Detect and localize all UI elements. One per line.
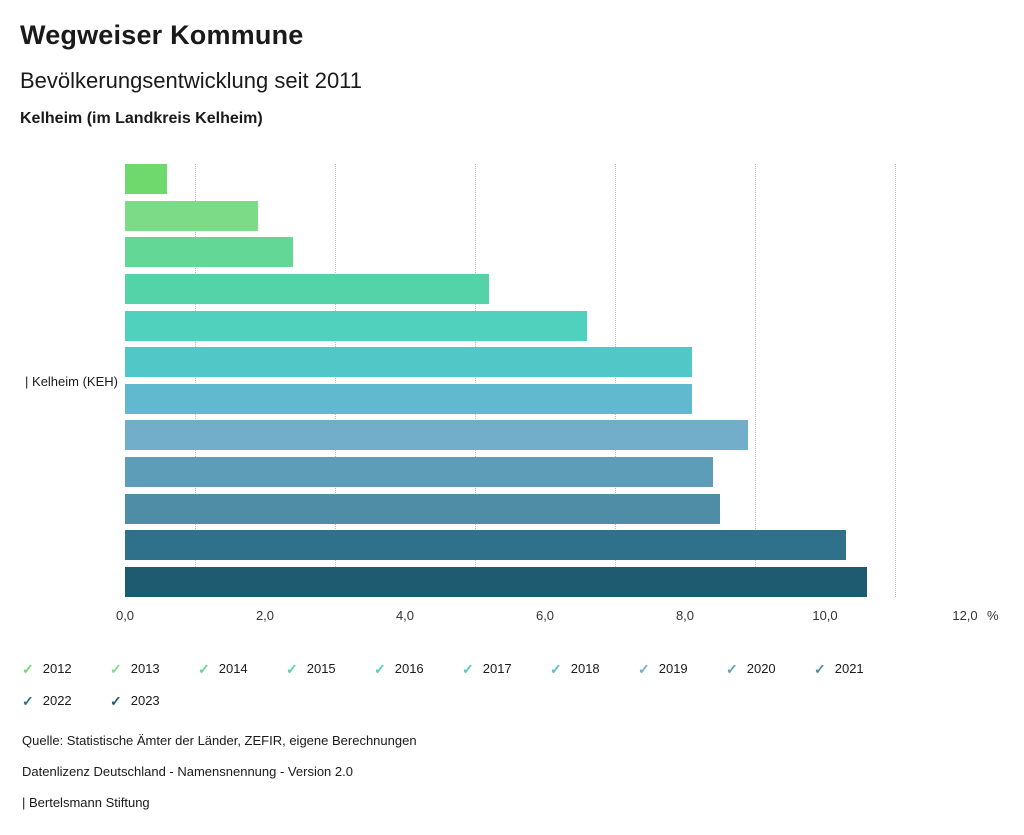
legend-label: 2017 (482, 661, 512, 676)
x-tick-0,0: 0,0 (115, 608, 135, 623)
x-axis-unit: % (987, 608, 999, 623)
legend-label: 2015 (306, 661, 336, 676)
app-title: Wegweiser Kommune (20, 20, 304, 50)
legend-item-2023[interactable]: ✓ 2023 (110, 693, 198, 708)
legend-item-2016[interactable]: ✓ 2016 (374, 661, 462, 676)
bar-row-2020 (125, 457, 965, 487)
check-icon: ✓ (462, 660, 474, 677)
check-icon: ✓ (550, 660, 562, 677)
gridline (755, 164, 756, 597)
legend-label: 2021 (834, 661, 864, 676)
legend-label: 2023 (130, 693, 160, 708)
check-icon: ✓ (22, 692, 34, 709)
gridlines (125, 164, 965, 597)
legend-label: 2014 (218, 661, 248, 676)
bar-2023[interactable] (125, 566, 867, 597)
legend-item-2018[interactable]: ✓ 2018 (550, 661, 638, 676)
check-icon: ✓ (110, 660, 122, 677)
legend-label: 2020 (746, 661, 776, 676)
bar-row-2016 (125, 310, 965, 341)
bar-row-2015 (125, 273, 965, 304)
legend-item-2017[interactable]: ✓ 2017 (462, 661, 550, 676)
legend-item-2020[interactable]: ✓ 2020 (726, 661, 814, 676)
footer: Quelle: Statistische Ämter der Länder, Z… (22, 733, 417, 826)
legend-item-2014[interactable]: ✓ 2014 (198, 661, 286, 676)
bar-2012[interactable] (125, 164, 167, 194)
bar-2016[interactable] (125, 310, 587, 341)
legend-item-2015[interactable]: ✓ 2015 (286, 661, 374, 676)
legend-label: 2012 (42, 661, 72, 676)
bar-2013[interactable] (125, 200, 258, 231)
bar-row-2018 (125, 383, 965, 414)
bar-series (125, 164, 965, 597)
bar-row-2012 (125, 164, 965, 194)
bar-2015[interactable] (125, 273, 489, 304)
legend-label: 2019 (658, 661, 688, 676)
bar-row-2017 (125, 347, 965, 378)
check-icon: ✓ (110, 692, 122, 709)
header: Wegweiser Kommune Bevölkerungsentwicklun… (20, 20, 362, 128)
bar-2017[interactable] (125, 347, 692, 378)
bar-2014[interactable] (125, 237, 293, 268)
legend-label: 2018 (570, 661, 600, 676)
legend-item-2019[interactable]: ✓ 2019 (638, 661, 726, 676)
legend: ✓ 2012 ✓ 2013 ✓ 2014 ✓ 2015 ✓ 2016 ✓ 2017 ✓ 2018 ✓ 2019… (22, 661, 914, 708)
check-icon: ✓ (726, 660, 738, 677)
legend-item-2021[interactable]: ✓ 2021 (814, 661, 902, 676)
legend-item-2022[interactable]: ✓ 2022 (22, 693, 110, 708)
bar-row-2013 (125, 200, 965, 231)
check-icon: ✓ (814, 660, 826, 677)
x-tick-6,0: 6,0 (535, 608, 555, 623)
chart-location: Kelheim (im Landkreis Kelheim) (20, 110, 263, 127)
source-text: Quelle: Statistische Ämter der Länder, Z… (22, 733, 417, 748)
legend-item-2012[interactable]: ✓ 2012 (22, 661, 110, 676)
bar-row-2019 (125, 420, 965, 451)
x-tick-4,0: 4,0 (395, 608, 415, 623)
check-icon: ✓ (638, 660, 650, 677)
gridline (475, 164, 476, 597)
bar-2022[interactable] (125, 530, 846, 561)
x-tick-10,0: 10,0 (812, 608, 838, 623)
x-tick-12,0: 12,0 (952, 608, 978, 623)
legend-label: 2016 (394, 661, 424, 676)
plot-area (125, 164, 965, 597)
legend-label: 2013 (130, 661, 160, 676)
bar-2018[interactable] (125, 383, 692, 414)
check-icon: ✓ (374, 660, 386, 677)
check-icon: ✓ (286, 660, 298, 677)
bar-row-2022 (125, 530, 965, 561)
check-icon: ✓ (22, 660, 34, 677)
x-tick-8,0: 8,0 (675, 608, 695, 623)
check-icon: ✓ (198, 660, 210, 677)
license-text: Datenlizenz Deutschland - Namensnennung … (22, 764, 353, 779)
legend-item-2013[interactable]: ✓ 2013 (110, 661, 198, 676)
bar-row-2014 (125, 237, 965, 268)
y-axis-label: | Kelheim (KEH) (25, 374, 118, 389)
bar-2021[interactable] (125, 493, 720, 524)
x-axis: % 0,0 2,0 4,0 6,0 8,0 10,0 12,0 (116, 608, 999, 626)
gridline (895, 164, 896, 597)
bar-row-2023 (125, 566, 965, 597)
chart-title: Bevölkerungsentwicklung seit 2011 (20, 68, 363, 93)
brand-text: | Bertelsmann Stiftung (22, 795, 150, 810)
bar-2019[interactable] (125, 420, 748, 451)
gridline (335, 164, 336, 597)
gridline (615, 164, 616, 597)
legend-label: 2022 (42, 693, 72, 708)
x-tick-2,0: 2,0 (255, 608, 275, 623)
bar-row-2021 (125, 493, 965, 524)
bar-2020[interactable] (125, 457, 713, 487)
gridline (194, 164, 196, 597)
